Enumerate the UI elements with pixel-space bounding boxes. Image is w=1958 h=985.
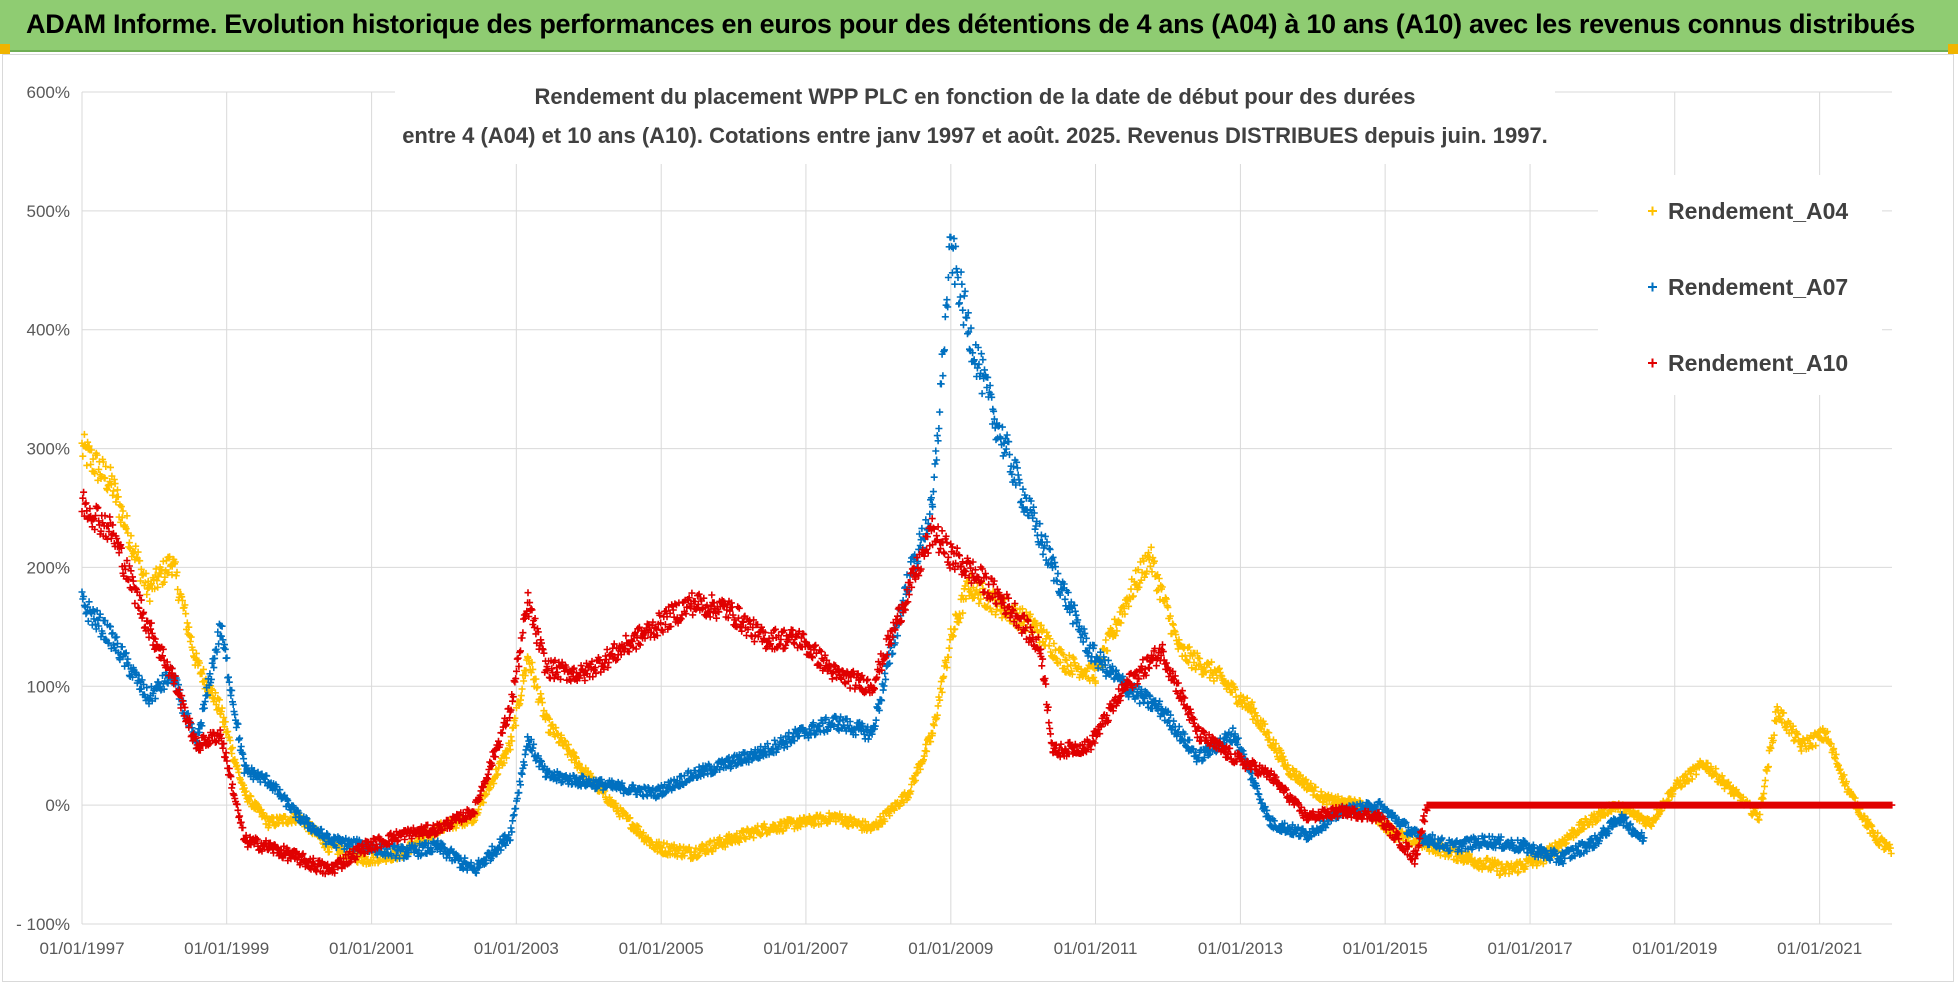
rendement-chart: 600% 500% 400% 300% 200% 100% 0% - 100% 01/01/1… (16, 74, 1896, 958)
x-tick-label: 01/01/2017 (1487, 939, 1572, 958)
x-tick-label: 01/01/2011 (1054, 939, 1138, 958)
legend-item: Rendement_A04 (1648, 198, 1848, 224)
legend-marker (1648, 358, 1657, 368)
series-Rendement_A07 (78, 233, 1648, 877)
legend-item: Rendement_A10 (1648, 350, 1848, 376)
left-corner-marker (0, 44, 10, 54)
y-tick-label: - 100% (16, 915, 70, 934)
x-tick-label: 01/01/2015 (1343, 939, 1428, 958)
x-tick-label: 01/01/2003 (474, 939, 559, 958)
legend-marker (1648, 206, 1657, 216)
legend-item: Rendement_A07 (1648, 274, 1848, 300)
series-markers (78, 488, 1896, 878)
x-tick-label: 01/01/2009 (908, 939, 993, 958)
chart-legend: Rendement_A04 Rendement_A07 Rendement_A10 (1598, 175, 1882, 395)
series-Rendement_A10 (78, 488, 1896, 878)
y-tick-label: 400% (27, 321, 70, 340)
chart-title-line-2: entre 4 (A04) et 10 ans (A10). Cotations… (402, 123, 1548, 148)
series-markers (78, 233, 1648, 877)
y-tick-label: 500% (27, 202, 70, 221)
banner-title: ADAM Informe. Evolution historique des p… (26, 9, 1916, 39)
y-axis-ticks: 600% 500% 400% 300% 200% 100% 0% - 100% (16, 83, 70, 934)
right-corner-marker (1948, 44, 1958, 54)
x-tick-label: 01/01/2013 (1198, 939, 1283, 958)
x-tick-label: 01/01/2001 (329, 939, 414, 958)
x-tick-label: 01/01/2005 (619, 939, 704, 958)
chart-series (78, 233, 1896, 879)
legend-label: Rendement_A07 (1668, 274, 1848, 300)
chart-title-box: Rendement du placement WPP PLC en foncti… (395, 74, 1555, 164)
y-tick-label: 600% (27, 83, 70, 102)
x-tick-label: 01/01/2019 (1632, 939, 1717, 958)
x-tick-label: 01/01/1997 (39, 939, 124, 958)
legend-box (1598, 175, 1882, 395)
y-tick-label: 200% (27, 558, 70, 577)
x-tick-label: 01/01/2021 (1777, 939, 1862, 958)
title-banner: ADAM Informe. Evolution historique des p… (0, 0, 1958, 52)
legend-label: Rendement_A04 (1668, 198, 1848, 224)
y-tick-label: 300% (27, 440, 70, 459)
legend-label: Rendement_A10 (1668, 350, 1848, 376)
x-axis-ticks: 01/01/1997 01/01/1999 01/01/2001 01/01/2003… (39, 939, 1862, 958)
legend-marker (1648, 282, 1657, 292)
x-tick-label: 01/01/1999 (184, 939, 269, 958)
x-tick-label: 01/01/2007 (763, 939, 848, 958)
y-tick-label: 0% (45, 796, 70, 815)
y-tick-label: 100% (27, 677, 70, 696)
chart-title-line-1: Rendement du placement WPP PLC en foncti… (535, 84, 1416, 109)
